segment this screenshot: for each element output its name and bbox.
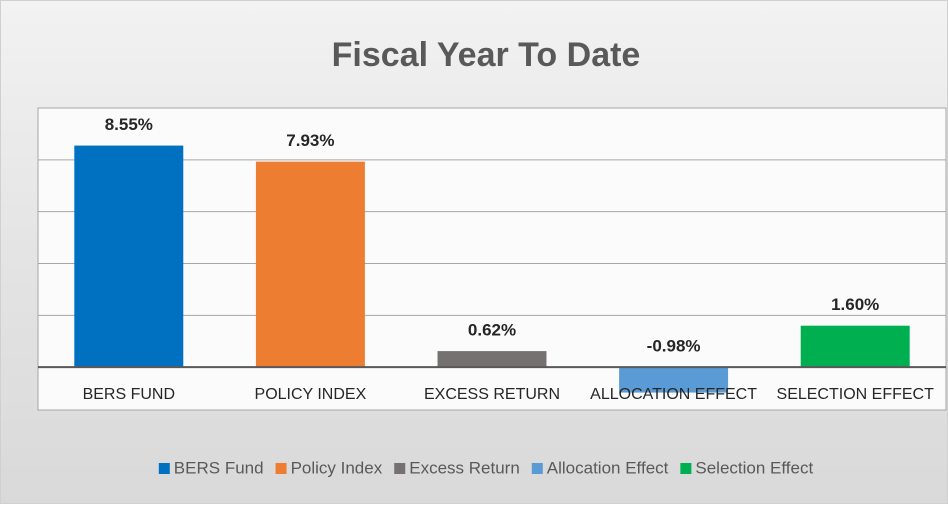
bar: [255, 161, 365, 368]
legend-label: BERS Fund: [174, 458, 264, 477]
legend-swatch: [531, 463, 543, 474]
legend-label: Excess Return: [409, 458, 520, 477]
x-tick-label: EXCESS RETURN: [424, 386, 560, 403]
legend-label: Policy Index: [291, 458, 383, 477]
legend-swatch: [275, 463, 287, 474]
data-label: 0.62%: [468, 321, 516, 340]
legend-swatch: [158, 463, 170, 474]
legend-label: Selection Effect: [695, 458, 813, 477]
x-tick-label: SELECTION EFFECT: [777, 386, 935, 403]
legend-swatch: [680, 463, 692, 474]
bar: [619, 367, 729, 393]
bar: [74, 145, 184, 368]
chart-title: Fiscal Year To Date: [332, 36, 641, 74]
legend-swatch: [394, 463, 406, 474]
bar: [800, 325, 910, 368]
bar: [437, 351, 547, 368]
x-tick-label: POLICY INDEX: [255, 386, 367, 403]
data-label: 8.55%: [105, 115, 153, 134]
data-label: -0.98%: [647, 337, 701, 356]
data-label: 7.93%: [286, 131, 334, 150]
x-tick-label: BERS FUND: [83, 386, 175, 403]
legend-label: Allocation Effect: [547, 458, 669, 477]
data-label: 1.60%: [831, 295, 879, 314]
x-tick-label: ALLOCATION EFFECT: [590, 386, 757, 403]
